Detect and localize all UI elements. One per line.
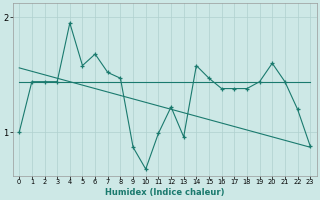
X-axis label: Humidex (Indice chaleur): Humidex (Indice chaleur) xyxy=(105,188,224,197)
